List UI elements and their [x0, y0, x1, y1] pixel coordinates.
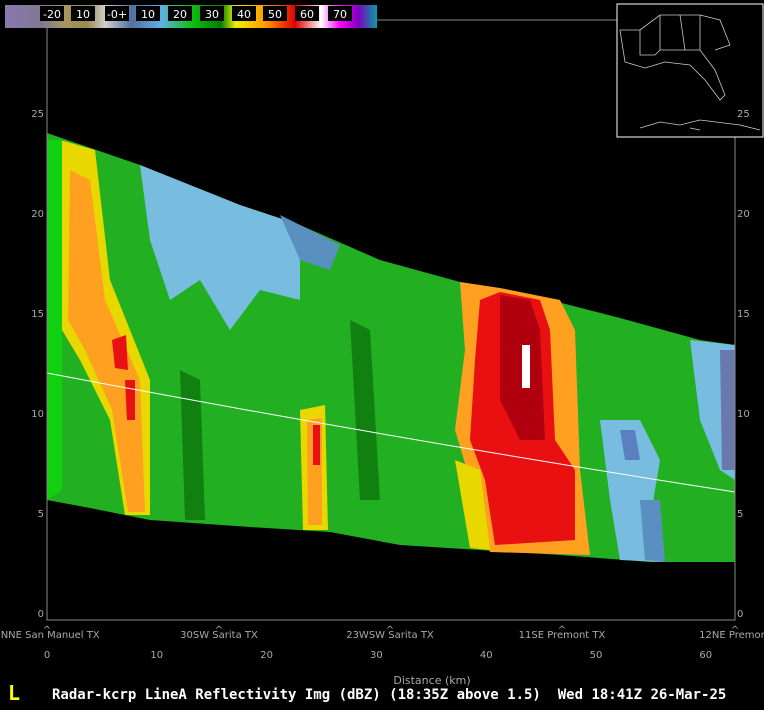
status-indicator: L: [8, 681, 20, 705]
height-tick-right: 20: [737, 209, 750, 220]
colorbar-label-box: [136, 6, 160, 21]
colorbar-label: 30: [205, 8, 219, 21]
height-tick-left: 10: [31, 409, 44, 420]
height-tick-right: 25: [737, 109, 750, 120]
height-tick-left: 25: [31, 109, 44, 120]
colorbar-label: 50: [268, 8, 282, 21]
colorbar-label-box: [232, 6, 256, 21]
colorbar-label: 10: [76, 8, 90, 21]
distance-tick: 60: [699, 650, 712, 661]
colorbar-label-box: [200, 6, 224, 21]
height-tick-right: 15: [737, 309, 750, 320]
colorbar-label-box: [40, 6, 64, 21]
status-text: Radar-kcrp LineA Reflectivity Img (dBZ) …: [52, 687, 726, 703]
location-caret: ^: [43, 625, 51, 636]
colorbar-label: -0+: [107, 8, 127, 21]
location-label: 23WSW Sarita TX: [346, 630, 434, 641]
colorbar-label-box: [328, 6, 352, 21]
distance-tick: 30: [370, 650, 383, 661]
distance-tick: 50: [590, 650, 603, 661]
height-tick-left: 20: [31, 209, 44, 220]
height-tick-right: 5: [737, 509, 743, 520]
height-tick-right: 10: [737, 409, 750, 420]
location-label: 5NNE San Manuel TX: [0, 630, 100, 641]
location-caret: ^: [558, 625, 566, 636]
height-tick-left: 5: [38, 509, 44, 520]
colorbar-label: -20: [43, 8, 61, 21]
colorbar-label-box: [105, 6, 129, 21]
colorbar-label-box: [295, 6, 319, 21]
colorbar-label: 10: [141, 8, 155, 21]
location-caret: ^: [215, 625, 223, 636]
inset-map: [616, 3, 764, 138]
location-label: 11SE Premont TX: [519, 630, 606, 641]
plot-frame: [46, 19, 736, 621]
location-caret: ^: [731, 625, 739, 636]
colorbar-label: 20: [173, 8, 187, 21]
reflectivity-image: [47, 133, 735, 562]
beam-curve: [46, 372, 736, 493]
colorbar-label-box: [71, 6, 95, 21]
distance-tick: 40: [480, 650, 493, 661]
height-tick-right: 0: [737, 609, 743, 620]
height-tick-left: 0: [38, 609, 44, 620]
distance-tick: 0: [44, 650, 50, 661]
axis-label: Distance (km): [393, 674, 470, 687]
colorbar-label: 40: [237, 8, 251, 21]
colorbar-label: 70: [333, 8, 347, 21]
height-tick-left: 15: [31, 309, 44, 320]
distance-tick: 10: [150, 650, 163, 661]
colorbar-labels: -20 10 -0+ 10 20 30 40 50 60 70: [40, 6, 352, 21]
colorbar-label-box: [263, 6, 287, 21]
colorbar-label-box: [168, 6, 192, 21]
location-caret: ^: [386, 625, 394, 636]
distance-tick: 20: [260, 650, 273, 661]
colorbar-label: 60: [300, 8, 314, 21]
location-label: 30SW Sarita TX: [180, 630, 258, 641]
location-label: 12NE Premont: [699, 630, 764, 641]
